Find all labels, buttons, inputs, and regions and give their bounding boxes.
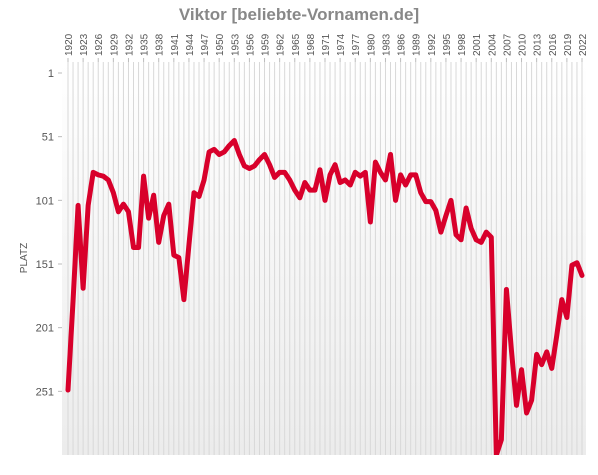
x-tick-label: 1998	[457, 33, 468, 56]
x-tick-label: 2010	[518, 33, 529, 56]
x-tick-label: 1944	[185, 33, 196, 56]
x-tick-label: 1938	[155, 33, 166, 56]
y-tick-label: 1	[48, 68, 54, 80]
chart-title: Viktor [beliebte-Vornamen.de]	[179, 5, 419, 24]
x-tick-label: 2013	[533, 33, 544, 56]
x-tick-label: 1935	[140, 33, 151, 56]
x-tick-label: 2004	[487, 33, 498, 56]
x-tick-label: 1971	[321, 33, 332, 56]
x-tick-label: 2022	[578, 33, 589, 56]
y-tick-label: 51	[42, 132, 54, 144]
y-axis-label: PLATZ	[19, 243, 30, 273]
y-tick-label: 151	[36, 259, 54, 271]
x-tick-label: 1974	[336, 33, 347, 56]
x-tick-label: 1953	[230, 33, 241, 56]
y-tick-label: 101	[36, 195, 54, 207]
line	[65, 137, 585, 455]
plot-area	[62, 62, 586, 455]
x-tick-label: 1992	[427, 33, 438, 56]
y-tick-label: 201	[36, 323, 54, 335]
x-tick-label: 1941	[170, 33, 181, 56]
x-tick-label: 1965	[291, 33, 302, 56]
x-tick-label: 1977	[351, 33, 362, 56]
x-tick-label: 1989	[412, 33, 423, 56]
x-tick-label: 1986	[397, 33, 408, 56]
x-tick-label: 2007	[502, 33, 513, 56]
x-tick-label: 2001	[472, 33, 483, 56]
y-tick-label: 251	[36, 386, 54, 398]
x-tick-label: 1962	[276, 33, 287, 56]
x-tick-label: 1995	[442, 33, 453, 56]
x-tick-label: 2016	[548, 33, 559, 56]
x-tick-label: 1932	[124, 33, 135, 56]
x-tick-label: 1968	[306, 33, 317, 56]
x-tick-label: 1959	[261, 33, 272, 56]
x-tick-label: 1947	[200, 33, 211, 56]
x-tick-label: 2019	[563, 33, 574, 56]
x-tick-label: 1926	[94, 33, 105, 56]
x-tick-label: 1956	[245, 33, 256, 56]
x-tick-label: 1929	[109, 33, 120, 56]
x-tick-label: 1983	[381, 33, 392, 56]
x-tick-label: 1920	[64, 33, 75, 56]
x-tick-label: 1980	[366, 33, 377, 56]
x-tick-label: 1950	[215, 33, 226, 56]
x-tick-label: 1923	[79, 33, 90, 56]
